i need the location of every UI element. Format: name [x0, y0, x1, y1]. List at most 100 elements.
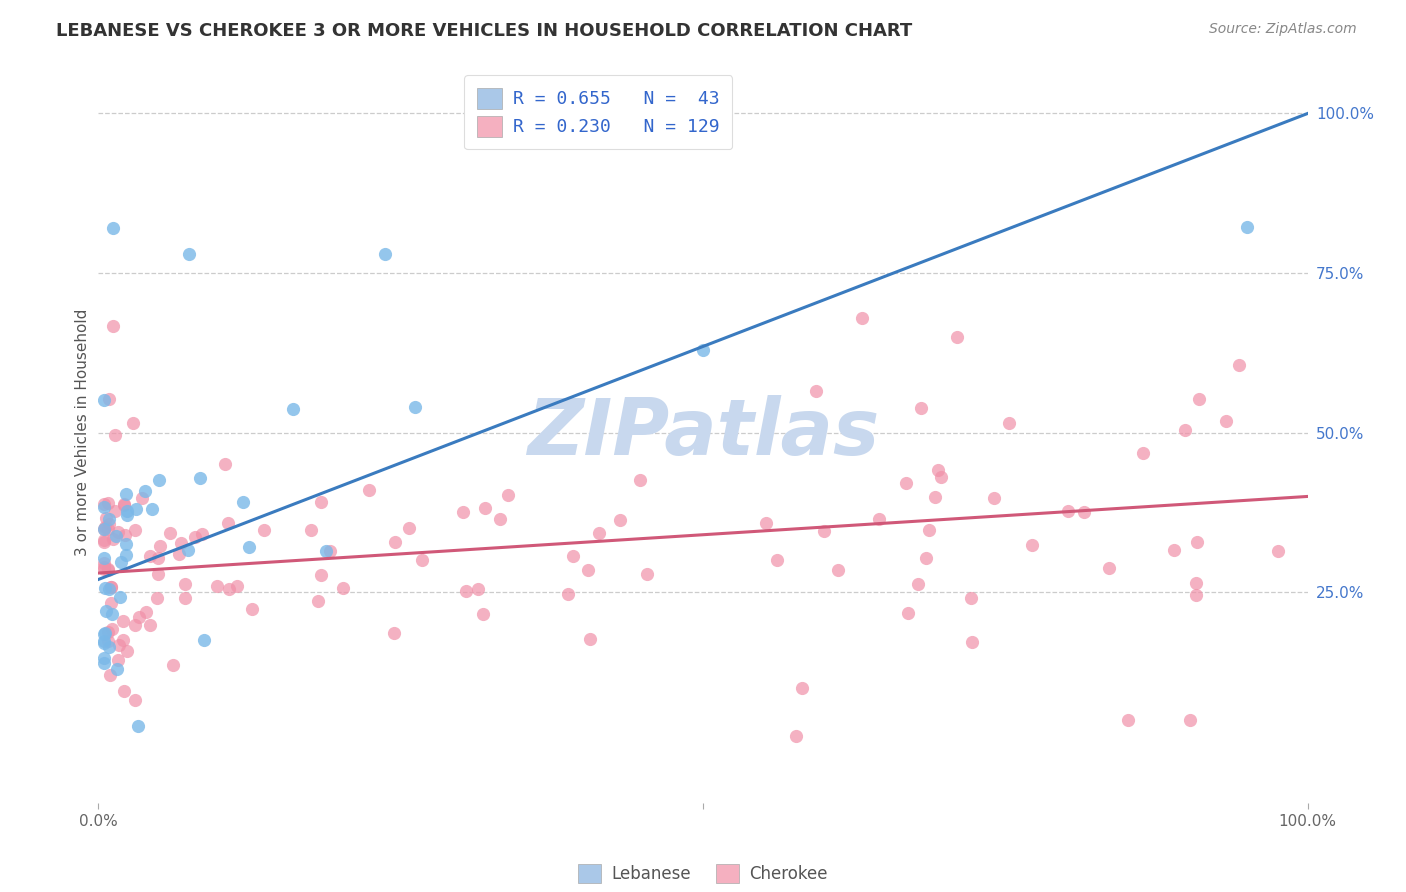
Point	[179, 247, 201, 261]
Point	[94, 511, 117, 525]
Point	[226, 578, 249, 592]
Point	[148, 551, 170, 566]
Point	[896, 475, 918, 490]
Point	[960, 591, 983, 606]
Point	[97, 392, 120, 406]
Point	[309, 568, 332, 582]
Point	[311, 494, 333, 508]
Point	[115, 537, 138, 551]
Point	[139, 549, 162, 563]
Point	[962, 635, 984, 649]
Point	[299, 523, 322, 537]
Point	[1098, 561, 1121, 575]
Point	[104, 428, 127, 442]
Point	[411, 553, 433, 567]
Point	[100, 596, 122, 610]
Point	[111, 633, 134, 648]
Point	[162, 658, 184, 673]
Legend: Lebanese, Cherokee: Lebanese, Cherokee	[569, 855, 837, 891]
Point	[169, 536, 191, 550]
Point	[97, 562, 120, 576]
Point	[214, 457, 236, 471]
Point	[107, 524, 129, 539]
Point	[98, 640, 121, 655]
Point	[915, 551, 938, 566]
Point	[100, 580, 122, 594]
Point	[332, 582, 354, 596]
Point	[474, 501, 496, 516]
Point	[169, 547, 191, 561]
Point	[112, 614, 135, 628]
Point	[138, 617, 160, 632]
Point	[112, 497, 135, 511]
Point	[101, 319, 124, 334]
Point	[114, 528, 136, 542]
Point	[93, 534, 115, 549]
Point	[755, 516, 778, 531]
Point	[93, 627, 115, 641]
Point	[93, 551, 115, 566]
Point	[121, 416, 143, 430]
Point	[193, 632, 215, 647]
Text: Source: ZipAtlas.com: Source: ZipAtlas.com	[1209, 22, 1357, 37]
Point	[141, 502, 163, 516]
Point	[454, 584, 477, 599]
Point	[101, 607, 124, 621]
Point	[124, 693, 146, 707]
Point	[609, 513, 631, 527]
Point	[173, 577, 195, 591]
Point	[792, 681, 814, 695]
Point	[240, 602, 263, 616]
Point	[897, 606, 920, 620]
Point	[128, 610, 150, 624]
Point	[207, 579, 229, 593]
Point	[998, 417, 1021, 431]
Point	[489, 512, 512, 526]
Point	[471, 607, 494, 621]
Point	[579, 632, 602, 646]
Point	[97, 633, 120, 648]
Point	[114, 486, 136, 500]
Point	[374, 247, 396, 261]
Point	[134, 484, 156, 499]
Point	[319, 544, 342, 558]
Point	[1132, 445, 1154, 459]
Point	[232, 495, 254, 509]
Point	[453, 505, 475, 519]
Point	[851, 310, 873, 325]
Point	[93, 392, 115, 407]
Point	[148, 566, 170, 581]
Text: LEBANESE VS CHEROKEE 3 OR MORE VEHICLES IN HOUSEHOLD CORRELATION CHART: LEBANESE VS CHEROKEE 3 OR MORE VEHICLES …	[56, 22, 912, 40]
Point	[557, 587, 579, 601]
Y-axis label: 3 or more Vehicles in Household: 3 or more Vehicles in Household	[75, 309, 90, 557]
Point	[93, 634, 115, 648]
Point	[1184, 588, 1206, 602]
Point	[1236, 220, 1258, 235]
Point	[357, 483, 380, 497]
Point	[93, 533, 115, 547]
Point	[100, 580, 122, 594]
Point	[188, 471, 211, 485]
Point	[97, 582, 120, 596]
Point	[636, 567, 658, 582]
Point	[945, 330, 967, 344]
Point	[124, 617, 146, 632]
Point	[94, 604, 117, 618]
Point	[101, 622, 124, 636]
Point	[1021, 538, 1043, 552]
Point	[110, 555, 132, 569]
Point	[174, 591, 197, 605]
Point	[868, 512, 890, 526]
Point	[93, 636, 115, 650]
Point	[1174, 423, 1197, 437]
Point	[124, 501, 146, 516]
Point	[382, 626, 405, 640]
Point	[107, 653, 129, 667]
Point	[93, 650, 115, 665]
Point	[93, 656, 115, 670]
Point	[97, 512, 120, 526]
Point	[1267, 544, 1289, 558]
Text: ZIPatlas: ZIPatlas	[527, 394, 879, 471]
Point	[281, 402, 304, 417]
Point	[159, 525, 181, 540]
